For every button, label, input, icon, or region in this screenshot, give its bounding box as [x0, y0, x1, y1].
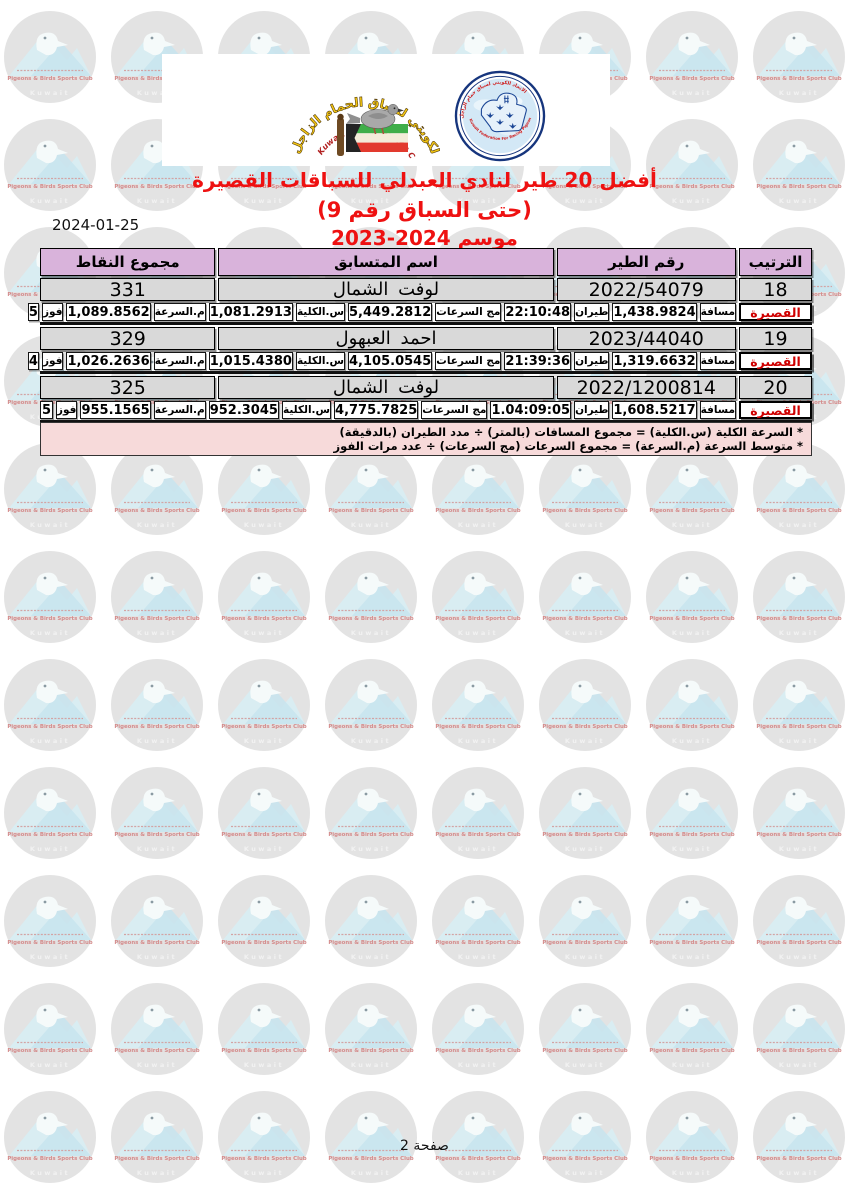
total-speed-value: 952.3045 — [208, 401, 279, 419]
club-logo: النادي الكويتي لسباق الحمام الزاجل Kuwai… — [290, 60, 440, 160]
avg-speed-value: 955.1565 — [80, 401, 151, 419]
results-table: الترتيب رقم الطير اسم المتسابق مجموع الن… — [27, 248, 812, 423]
footnote-average-speed: * متوسط السرعة (م.السرعة) = مجموع السرعا… — [333, 439, 803, 453]
footnotes-box: * السرعة الكلية (س.الكلية) = مجموع المسا… — [40, 422, 812, 456]
total-speed-value: 1,081.2913 — [208, 303, 293, 321]
distance-label: مسافة — [699, 352, 736, 370]
total-speed-label: س.الكلية — [295, 352, 346, 370]
footnote-total-speed: * السرعة الكلية (س.الكلية) = مجموع المسا… — [339, 425, 803, 439]
result-group: 20 2022/1200814 لوفت الشمال 325 القصيرة … — [39, 376, 812, 423]
points-cell: 329 — [39, 327, 216, 350]
avg-speed-label: م.السرعة — [153, 401, 206, 419]
avg-speed-value: 1,026.2636 — [66, 352, 151, 370]
avg-speed-label: م.السرعة — [153, 352, 206, 370]
pigeon-silhouettes — [486, 104, 517, 129]
result-main-row: 20 2022/1200814 لوفت الشمال 325 — [39, 376, 812, 399]
contestant-name-cell: لوفت الشمال — [218, 278, 554, 301]
distance-label: مسافة — [699, 303, 736, 321]
result-main-row: 18 2022/54079 لوفت الشمال 331 — [39, 278, 812, 301]
season-line: موسم 2024-2023 — [331, 226, 518, 250]
report-date: 2024-01-25 — [52, 216, 140, 234]
page-subtitle: (حتى السباق رقم 9) — [317, 198, 532, 222]
distance-value: 1,608.5217 — [612, 401, 697, 419]
speeds-sum-label: مج السرعات — [421, 401, 488, 419]
wins-label: فوز — [55, 401, 78, 419]
flight-time-label: طيران — [574, 401, 610, 419]
bird-number-cell: 2022/54079 — [556, 278, 736, 301]
contestant-name-cell: لوفت الشمال — [218, 376, 554, 399]
total-speed-value: 1,015.4380 — [208, 352, 293, 370]
wins-value: 4 — [27, 352, 39, 370]
federation-logo: الاتحاد الكويتي لسباق حمام الزاجل Kuwait… — [454, 70, 546, 162]
speeds-sum-value: 4,775.7825 — [334, 401, 419, 419]
points-cell: 331 — [39, 278, 216, 301]
title-block: أفضل 20 طير لنادي العبدلي للسباقات القصي… — [0, 166, 849, 251]
header-contestant-name: اسم المتسابق — [218, 248, 554, 276]
speeds-sum-value: 4,105.0545 — [348, 352, 433, 370]
flight-time-label: طيران — [574, 352, 610, 370]
wins-label: فوز — [41, 303, 64, 321]
flight-time-value: 22:10:48 — [504, 303, 572, 321]
distance-value: 1,438.9824 — [612, 303, 697, 321]
speeds-sum-value: 5,449.2812 — [348, 303, 433, 321]
points-cell: 325 — [39, 376, 216, 399]
kuwait-map-outline — [480, 92, 527, 133]
result-group: 18 2022/54079 لوفت الشمال 331 القصيرة مس… — [27, 278, 812, 325]
wins-value: 5 — [27, 303, 39, 321]
table-header-row: الترتيب رقم الطير اسم المتسابق مجموع الن… — [39, 248, 812, 276]
avg-speed-value: 1,089.8562 — [66, 303, 151, 321]
page-number: صفحة 2 — [400, 1138, 449, 1154]
speeds-sum-label: مج السرعات — [435, 303, 502, 321]
category-cell: القصيرة — [739, 303, 812, 321]
header-total-points: مجموع النقاط — [39, 248, 216, 276]
pigeon-figure — [346, 104, 404, 135]
wins-label: فوز — [41, 352, 64, 370]
result-detail-row: القصيرة مسافة 1,438.9824 طيران 22:10:48 … — [27, 303, 812, 321]
result-detail-row: القصيرة مسافة 1,319.6632 طيران 21:39:36 … — [27, 352, 812, 370]
result-main-row: 19 2023/44040 احمد العبهول 329 — [39, 327, 812, 350]
contestant-name-cell: احمد العبهول — [218, 327, 554, 350]
header-bird-number: رقم الطير — [556, 248, 736, 276]
rank-cell: 18 — [739, 278, 812, 301]
rank-cell: 19 — [739, 327, 812, 350]
flight-time-value: 1.04:09:05 — [490, 401, 572, 419]
distance-value: 1,319.6632 — [612, 352, 697, 370]
category-cell: القصيرة — [739, 401, 812, 419]
table-body: 18 2022/54079 لوفت الشمال 331 القصيرة مس… — [27, 278, 812, 423]
result-detail-row: القصيرة مسافة 1,608.5217 طيران 1.04:09:0… — [40, 401, 812, 419]
flight-time-value: 21:39:36 — [504, 352, 572, 370]
category-cell: القصيرة — [739, 352, 812, 370]
result-group: 19 2023/44040 احمد العبهول 329 القصيرة م… — [27, 327, 812, 374]
speeds-sum-label: مج السرعات — [435, 352, 502, 370]
flag-post — [337, 118, 344, 156]
bird-number-cell: 2023/44040 — [556, 327, 736, 350]
header-rank: الترتيب — [739, 248, 812, 276]
distance-label: مسافة — [699, 401, 736, 419]
total-speed-label: س.الكلية — [295, 303, 346, 321]
flight-time-label: طيران — [574, 303, 610, 321]
avg-speed-label: م.السرعة — [153, 303, 206, 321]
rank-cell: 20 — [739, 376, 812, 399]
wins-value: 5 — [40, 401, 53, 419]
bird-number-cell: 2022/1200814 — [556, 376, 736, 399]
page-title: أفضل 20 طير لنادي العبدلي للسباقات القصي… — [192, 168, 657, 192]
total-speed-label: س.الكلية — [281, 401, 332, 419]
